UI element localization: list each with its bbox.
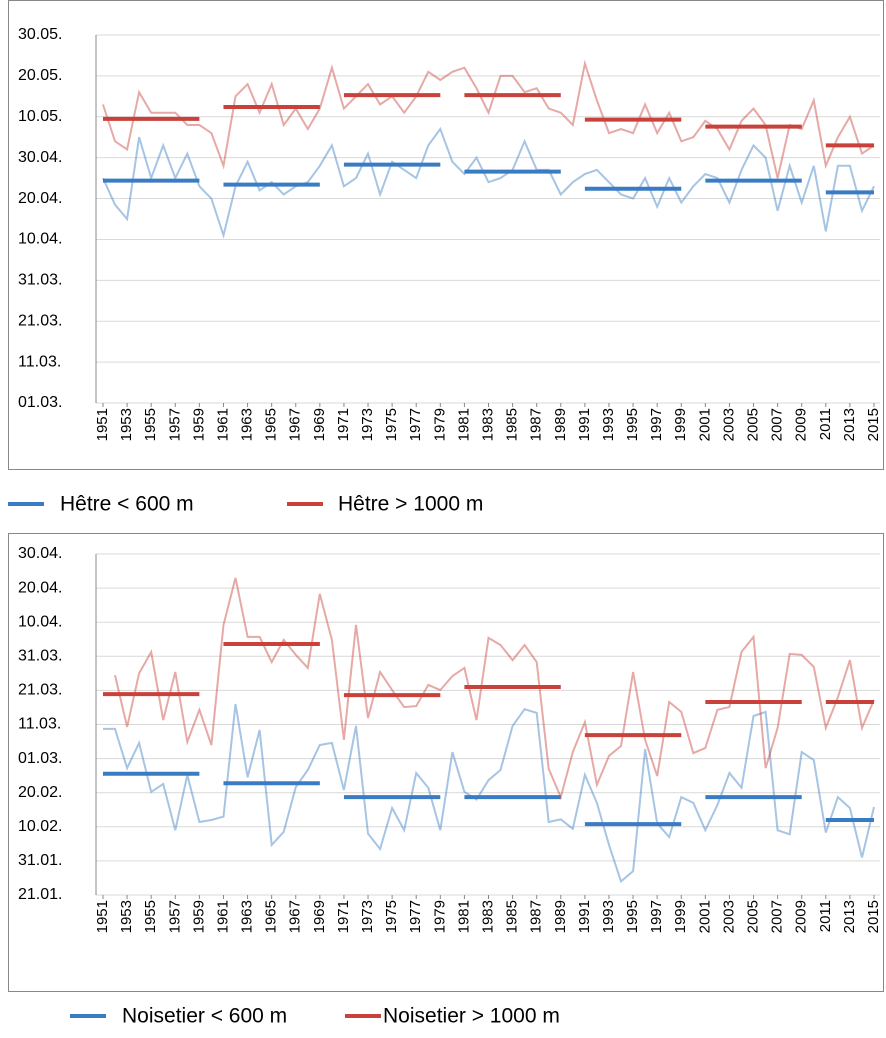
x-tick-label: 1983 (479, 408, 496, 441)
x-tick-label: 1977 (407, 408, 424, 441)
x-tick-label: 1955 (142, 408, 159, 441)
legend-label: Noisetier < 600 m (122, 1005, 287, 1028)
x-tick-label: 1957 (166, 408, 183, 441)
chart-frame (8, 0, 884, 470)
y-tick-label: 10.05. (18, 108, 62, 125)
x-tick-label: 2007 (769, 900, 786, 933)
y-tick-label: 10.04. (18, 613, 62, 630)
y-tick-label: 01.03. (18, 394, 62, 411)
x-tick-label: 1979 (431, 408, 448, 441)
y-tick-label: 10.02. (18, 818, 62, 835)
x-tick-label: 1987 (528, 900, 545, 933)
x-tick-label: 1997 (648, 408, 665, 441)
x-tick-label: 2011 (817, 408, 834, 440)
legend-label: Hêtre < 600 m (60, 493, 194, 516)
y-tick-label: 20.04. (18, 579, 62, 596)
x-tick-label: 1985 (504, 900, 521, 933)
legend-label: Hêtre > 1000 m (338, 493, 483, 516)
x-tick-label: 1983 (479, 900, 496, 933)
y-tick-label: 21.03. (18, 682, 62, 699)
x-tick-label: 1959 (190, 408, 207, 441)
x-tick-label: 2005 (745, 900, 762, 933)
x-tick-label: 1965 (263, 900, 280, 933)
x-tick-label: 2009 (793, 900, 810, 933)
x-tick-label: 1967 (287, 900, 304, 933)
x-tick-label: 1955 (142, 900, 159, 933)
x-tick-label: 1951 (94, 408, 111, 441)
y-tick-label: 31.01. (18, 852, 62, 869)
x-tick-label: 1971 (335, 900, 352, 933)
x-tick-label: 1957 (166, 900, 183, 933)
y-tick-label: 30.04. (18, 545, 62, 562)
x-tick-label: 1981 (455, 408, 472, 441)
legend-label: Noisetier > 1000 m (383, 1005, 560, 1028)
x-tick-label: 1953 (118, 408, 135, 441)
x-tick-label: 1953 (118, 900, 135, 933)
y-tick-label: 20.02. (18, 784, 62, 801)
x-tick-label: 1977 (407, 900, 424, 933)
x-tick-label: 1991 (576, 900, 593, 933)
x-tick-label: 1971 (335, 408, 352, 441)
y-tick-label: 31.03. (18, 648, 62, 665)
x-tick-label: 1995 (624, 900, 641, 933)
y-tick-label: 10.04. (18, 231, 62, 248)
x-tick-label: 1979 (431, 900, 448, 933)
x-tick-label: 2003 (720, 900, 737, 933)
y-tick-label: 20.04. (18, 190, 62, 207)
series-line (102, 59, 875, 179)
x-tick-label: 2001 (696, 408, 713, 441)
y-tick-label: 21.03. (18, 312, 62, 329)
x-tick-label: 1997 (648, 900, 665, 933)
x-tick-label: 1999 (672, 408, 689, 441)
x-tick-label: 1985 (504, 408, 521, 441)
x-tick-label: 1973 (359, 408, 376, 441)
x-tick-label: 2007 (769, 408, 786, 441)
x-tick-label: 1973 (359, 900, 376, 933)
y-tick-label: 01.03. (18, 750, 62, 767)
x-tick-label: 1961 (214, 408, 231, 441)
x-tick-label: 1969 (311, 900, 328, 933)
x-tick-label: 1993 (600, 900, 617, 933)
x-tick-label: 1987 (528, 408, 545, 441)
y-tick-label: 21.01. (18, 886, 62, 903)
x-tick-label: 1975 (383, 408, 400, 441)
x-tick-label: 2003 (720, 408, 737, 441)
y-tick-label: 30.04. (18, 149, 62, 166)
y-tick-label: 20.05. (18, 67, 62, 84)
x-tick-label: 2015 (865, 900, 882, 933)
x-tick-label: 1975 (383, 900, 400, 933)
x-tick-label: 1963 (239, 900, 256, 933)
y-tick-label: 31.03. (18, 272, 62, 289)
x-tick-label: 2013 (841, 408, 858, 441)
x-tick-label: 1961 (214, 900, 231, 933)
x-tick-label: 1981 (455, 900, 472, 933)
x-tick-label: 1965 (263, 408, 280, 441)
x-tick-label: 1991 (576, 408, 593, 441)
x-tick-label: 2013 (841, 900, 858, 933)
chart-frame (8, 533, 884, 992)
y-tick-label: 11.03. (18, 353, 61, 370)
x-tick-label: 1963 (239, 408, 256, 441)
x-tick-label: 1959 (190, 900, 207, 933)
x-tick-label: 2011 (817, 900, 834, 932)
x-tick-label: 1951 (94, 900, 111, 933)
x-tick-label: 1989 (552, 900, 569, 933)
series-line (114, 577, 875, 801)
x-tick-label: 1999 (672, 900, 689, 933)
x-tick-label: 1969 (311, 408, 328, 441)
x-tick-label: 1993 (600, 408, 617, 441)
x-tick-label: 1995 (624, 408, 641, 441)
x-tick-label: 2001 (696, 900, 713, 933)
x-tick-label: 1989 (552, 408, 569, 441)
y-tick-label: 30.05. (18, 26, 62, 43)
x-tick-label: 1967 (287, 408, 304, 441)
series-line (102, 126, 875, 240)
y-tick-label: 11.03. (18, 716, 61, 733)
x-tick-label: 2005 (745, 408, 762, 441)
series-line (103, 703, 875, 884)
x-tick-label: 2009 (793, 408, 810, 441)
x-tick-label: 2015 (865, 408, 882, 441)
